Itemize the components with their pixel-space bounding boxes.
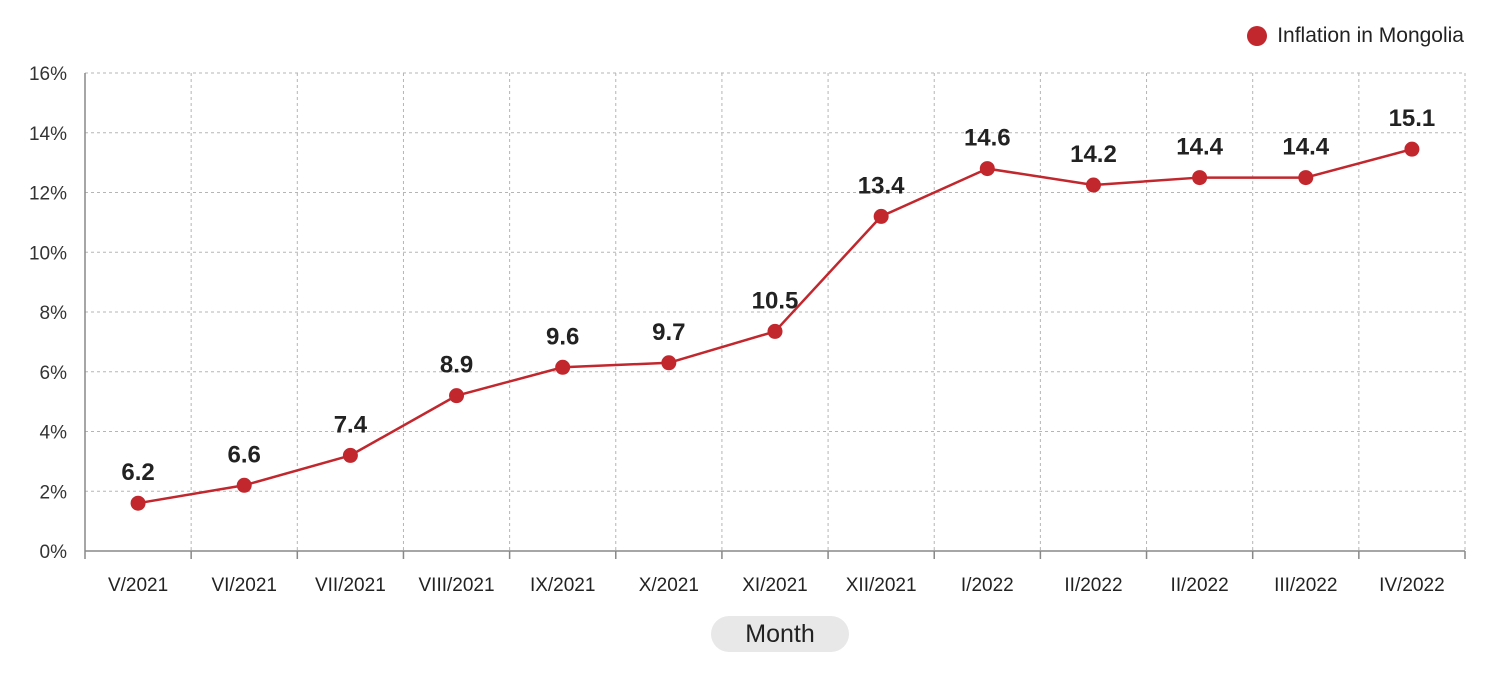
data-label: 8.9 <box>440 352 473 379</box>
y-tick-label: 14% <box>29 124 67 145</box>
data-label: 6.2 <box>121 459 154 486</box>
y-tick-label: 8% <box>40 303 68 324</box>
data-point <box>236 477 252 493</box>
grid <box>85 72 1466 551</box>
x-tick-label: XII/2021 <box>846 575 917 596</box>
data-point <box>873 208 889 224</box>
data-label: 13.4 <box>858 172 905 199</box>
data-point <box>1192 170 1208 186</box>
x-tick-label: XI/2021 <box>742 575 808 596</box>
data-point <box>342 447 358 463</box>
data-point <box>555 359 571 375</box>
x-tick-label: IV/2022 <box>1379 575 1445 596</box>
series <box>130 141 1420 511</box>
legend-label: Inflation in Mongolia <box>1277 24 1464 47</box>
legend-marker-icon <box>1247 26 1268 46</box>
data-label: 14.2 <box>1070 141 1117 168</box>
data-point <box>449 388 465 404</box>
x-tick-label: VI/2021 <box>211 575 277 596</box>
x-tick-label: II/2022 <box>1171 575 1229 596</box>
data-point <box>1404 141 1420 157</box>
x-tick-label: I/2022 <box>961 575 1014 596</box>
y-tick-label: 12% <box>29 184 67 205</box>
data-point <box>1085 177 1101 193</box>
data-label: 14.4 <box>1176 134 1223 161</box>
x-axis-ticks: V/2021 VI/2021 VII/2021 VIII/2021 IX/2021 X/2… <box>108 575 1445 596</box>
legend: Inflation in Mongolia <box>1247 24 1464 48</box>
data-point <box>767 323 783 339</box>
data-label: 14.4 <box>1282 134 1329 161</box>
x-tick-label: VII/2021 <box>315 575 386 596</box>
x-axis-title: Month <box>711 616 849 652</box>
data-label: 6.6 <box>228 441 261 468</box>
data-label: 9.7 <box>652 319 685 346</box>
x-tick-label: VIII/2021 <box>419 575 495 596</box>
data-label: 14.6 <box>964 125 1011 152</box>
data-label: 15.1 <box>1389 105 1436 132</box>
data-point <box>1298 170 1314 186</box>
data-label: 7.4 <box>334 411 368 438</box>
y-tick-label: 16% <box>29 64 67 85</box>
y-axis-ticks: 0% 2% 4% 6% 8% 10% 12% 14% 16% <box>29 64 67 563</box>
data-label: 10.5 <box>752 287 799 314</box>
data-point <box>661 355 677 371</box>
x-tick-label: III/2022 <box>1274 575 1337 596</box>
data-point <box>979 161 995 177</box>
data-label: 9.6 <box>546 323 579 350</box>
x-tick-label: V/2021 <box>108 575 168 596</box>
data-labels: 6.2 6.6 7.4 8.9 9.6 9.7 10.5 13.4 14.6 14.2 14.4 14… <box>121 105 1435 486</box>
y-tick-label: 2% <box>40 482 68 503</box>
x-tick-label: X/2021 <box>639 575 699 596</box>
x-tick-label: IX/2021 <box>530 575 596 596</box>
axes <box>84 73 1466 559</box>
y-tick-label: 4% <box>40 423 68 444</box>
data-point <box>130 495 146 511</box>
y-tick-label: 10% <box>29 243 67 264</box>
y-tick-label: 6% <box>40 363 68 384</box>
y-tick-label: 0% <box>40 542 68 563</box>
x-tick-label: II/2022 <box>1064 575 1122 596</box>
